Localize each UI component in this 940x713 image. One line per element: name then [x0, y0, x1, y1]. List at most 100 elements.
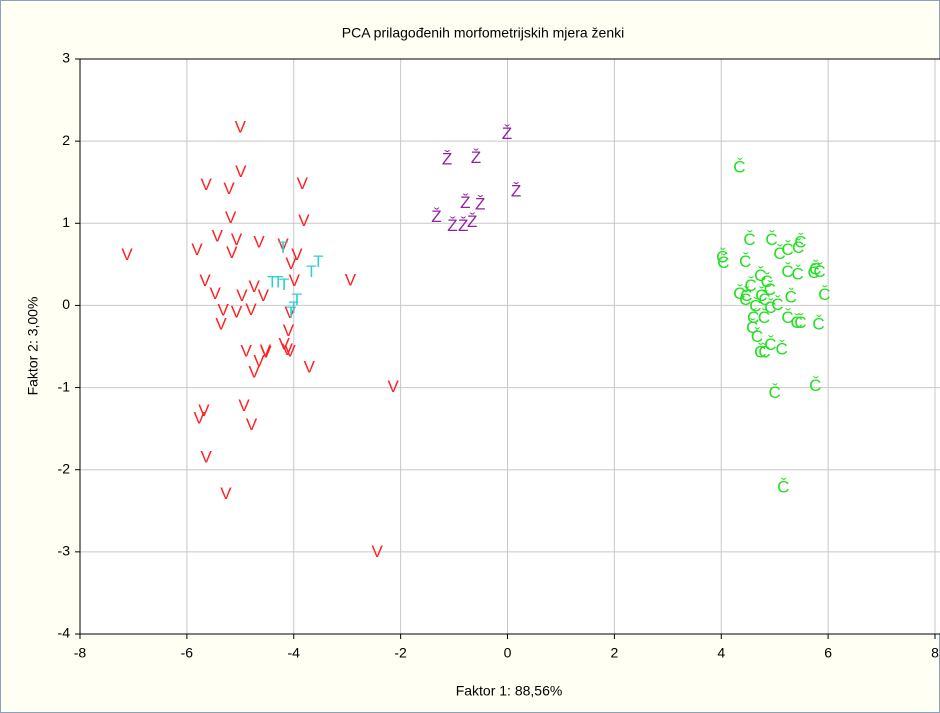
point-marker: Č	[775, 339, 787, 358]
point-marker: Č	[792, 238, 804, 257]
point-marker: T	[289, 298, 299, 317]
point-marker: V	[231, 302, 243, 321]
point-marker: Ž	[467, 212, 477, 231]
point-marker: V	[371, 542, 383, 561]
point-marker: Č	[781, 240, 793, 259]
point-marker: Č	[761, 272, 773, 291]
point-marker: V	[253, 352, 265, 371]
x-tick-label: 2	[610, 645, 618, 661]
point-marker: Č	[749, 297, 761, 316]
point-marker: T	[279, 275, 289, 294]
point-marker: V	[246, 415, 258, 434]
point-marker: V	[298, 211, 310, 230]
point-marker: Č	[716, 247, 728, 266]
y-tick-label: 3	[62, 50, 70, 66]
point-marker: V	[238, 396, 250, 415]
point-marker: Č	[743, 230, 755, 249]
x-tick-label: -4	[288, 645, 301, 661]
point-marker: V	[198, 401, 210, 420]
point-marker: V	[304, 357, 316, 376]
x-tick-label: -8	[74, 645, 87, 661]
point-marker: Č	[781, 308, 793, 327]
point-marker: V	[225, 208, 237, 227]
point-marker: Č	[758, 290, 770, 309]
point-marker: V	[291, 245, 303, 264]
point-marker: V	[199, 271, 211, 290]
point-marker: Č	[809, 260, 821, 279]
point-marker: T	[306, 262, 316, 281]
point-marker: Ž	[475, 195, 485, 214]
y-tick-label: -4	[58, 625, 71, 641]
point-marker: Č	[747, 308, 759, 327]
point-marker: Ž	[511, 182, 521, 201]
y-tick-label: 1	[62, 214, 70, 230]
point-marker: Č	[818, 285, 830, 304]
x-tick-label: 4	[717, 645, 725, 661]
point-marker: Č	[777, 477, 789, 496]
plot-border	[79, 58, 940, 635]
point-marker: Č	[785, 288, 797, 307]
x-tick-label: -6	[181, 645, 194, 661]
point-marker: V	[223, 179, 235, 198]
point-marker: Č	[808, 263, 820, 282]
point-marker: Č	[733, 284, 745, 303]
point-marker: V	[241, 342, 253, 361]
point-marker: V	[253, 232, 265, 251]
point-marker: Č	[764, 298, 776, 317]
point-marker: Č	[758, 343, 770, 362]
x-tick-label: 6	[824, 645, 832, 661]
point-marker: V	[236, 286, 248, 305]
point-marker: V	[245, 300, 257, 319]
point-marker: V	[231, 230, 243, 249]
point-marker: V	[284, 303, 296, 322]
point-marker: V	[284, 342, 296, 361]
point-marker: V	[260, 341, 272, 360]
point-marker: Č	[812, 315, 824, 334]
y-tick-label: 2	[62, 132, 70, 148]
point-marker: V	[387, 377, 399, 396]
x-tick-label: 0	[504, 645, 512, 661]
point-marker: Ž	[502, 124, 512, 143]
point-marker: Č	[794, 313, 806, 332]
point-marker: V	[278, 334, 290, 353]
point-marker: V	[200, 448, 212, 467]
point-marker: Č	[717, 253, 729, 272]
point-marker: T	[278, 238, 288, 257]
point-marker: V	[345, 270, 357, 289]
point-marker: Č	[765, 230, 777, 249]
point-marker: V	[226, 243, 238, 262]
point-marker: V	[277, 235, 289, 254]
point-marker: V	[212, 227, 224, 246]
point-marker: V	[258, 286, 270, 305]
point-marker: V	[285, 254, 297, 273]
y-axis-label: Faktor 2: 3,00%	[25, 297, 41, 396]
point-marker: V	[220, 484, 232, 503]
point-marker: Č	[773, 244, 785, 263]
point-marker: V	[260, 343, 272, 362]
point-marker: Č	[754, 343, 766, 362]
point-marker: V	[200, 175, 212, 194]
point-marker: V	[121, 245, 133, 264]
point-marker: Č	[740, 286, 752, 305]
point-marker: V	[215, 315, 227, 334]
point-marker: Č	[792, 265, 804, 284]
chart-title: PCA prilagođenih morfometrijskih mjera ž…	[342, 25, 624, 41]
point-marker: Č	[771, 295, 783, 314]
point-marker: V	[218, 301, 230, 320]
point-marker: V	[249, 277, 261, 296]
point-marker: Č	[751, 327, 763, 346]
point-marker: V	[191, 240, 203, 259]
point-marker: Č	[809, 376, 821, 395]
point-marker: Č	[745, 276, 757, 295]
point-marker: V	[282, 340, 294, 359]
point-marker: Č	[746, 318, 758, 337]
point-marker: T	[313, 252, 323, 271]
point-marker: Č	[739, 252, 751, 271]
point-marker: Ž	[447, 216, 457, 235]
point-marker: V	[193, 408, 205, 427]
point-marker: V	[210, 284, 222, 303]
point-marker: Č	[754, 266, 766, 285]
point-marker: Č	[733, 158, 745, 177]
y-tick-label: -3	[58, 543, 71, 559]
x-axis-label: Faktor 1: 88,56%	[456, 683, 563, 699]
